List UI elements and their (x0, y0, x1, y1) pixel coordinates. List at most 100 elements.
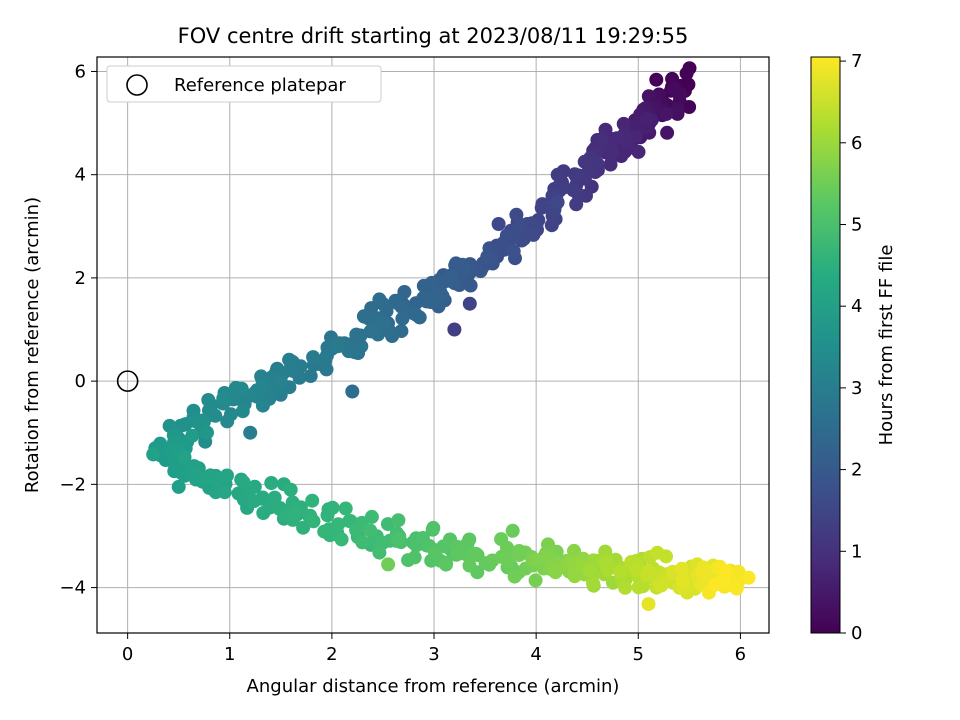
scatter-point (397, 285, 412, 299)
scatter-point (550, 195, 565, 210)
scatter-point (380, 517, 395, 532)
legend-label: Reference platepar (174, 75, 346, 96)
scatter-point (526, 227, 541, 242)
scatter-point (603, 157, 618, 172)
scatter-point (220, 414, 235, 429)
scatter-point (649, 72, 664, 87)
scatter-point (220, 468, 234, 483)
scatter-point (186, 403, 201, 418)
scatter-point (679, 66, 694, 81)
scatter-point (654, 578, 669, 593)
scatter-point (480, 249, 495, 264)
scatter-point (534, 200, 549, 215)
scatter-point (334, 532, 349, 547)
scatter-point (185, 428, 200, 443)
scatter-point (741, 570, 756, 585)
scatter-point (305, 493, 320, 508)
y-tick-label: 6 (75, 61, 86, 82)
colorbar-tick-label: 3 (851, 378, 862, 399)
colorbar-ticks: 0 1 2 3 4 5 6 7 (840, 51, 862, 644)
x-tick-label: 6 (735, 644, 746, 665)
scatter-point (509, 207, 524, 222)
scatter-point (600, 562, 615, 577)
scatter-point (639, 111, 654, 126)
scatter-point (171, 479, 186, 494)
scatter-point (631, 144, 646, 159)
scatter-point (506, 244, 521, 259)
scatter-point (395, 311, 410, 326)
scatter-point (445, 274, 460, 289)
colorbar-tick-label: 7 (851, 51, 862, 72)
scatter-point (391, 513, 406, 528)
scatter-point (365, 322, 380, 337)
colorbar-gradient (810, 56, 841, 634)
scatter-point (501, 550, 516, 565)
colorbar-tick-label: 0 (851, 623, 862, 644)
legend-box (106, 65, 382, 103)
scatter-point (618, 580, 633, 595)
scatter-point (306, 514, 321, 529)
y-axis-ticks: −4 −2 0 2 4 6 (59, 61, 97, 599)
reference-platepar-marker (116, 370, 139, 392)
scatter-point (256, 506, 271, 520)
scatter-point (462, 532, 477, 547)
y-tick-label: −2 (59, 474, 86, 495)
scatter-point (450, 545, 465, 560)
scatter-point (582, 563, 597, 578)
scatter-point (338, 501, 353, 516)
y-axis-label: Rotation from reference (arcmin) (22, 197, 43, 493)
scatter-point (676, 573, 691, 588)
scatter-point (282, 352, 297, 367)
scatter-point (455, 257, 470, 272)
scatter-point (177, 450, 192, 465)
x-tick-label: 0 (122, 644, 133, 665)
scatter-point (586, 576, 600, 591)
scatter-point (694, 564, 709, 579)
scatter-point (416, 278, 431, 293)
scatter-point (650, 545, 665, 560)
y-tick-label: 4 (75, 165, 86, 186)
colorbar: 0 1 2 3 4 5 6 7 Hours from first FF file (810, 51, 897, 644)
scatter-point (306, 350, 321, 365)
scatter-point (462, 296, 477, 311)
scatter-point (217, 485, 232, 500)
scatter-point (719, 564, 734, 579)
scatter-point (462, 558, 477, 573)
plot-frame (96, 56, 770, 634)
scatter-point (536, 549, 551, 564)
scatter-point (594, 132, 609, 147)
scatter-point (243, 482, 258, 497)
y-tick-label: 0 (75, 371, 86, 392)
scatter-point (660, 125, 675, 140)
scatter-point (288, 505, 302, 520)
scatter-point (255, 378, 270, 393)
x-tick-label: 2 (326, 644, 337, 665)
scatter-point (355, 535, 370, 550)
scatter-point (381, 557, 396, 572)
colorbar-tick-label: 4 (851, 296, 862, 317)
scatter-point (356, 309, 371, 324)
scatter-point (674, 561, 689, 576)
scatter-point (631, 580, 646, 595)
x-tick-label: 5 (633, 644, 644, 665)
scatter-point (428, 546, 443, 561)
colorbar-tick-label: 2 (851, 460, 862, 481)
scatter-point (424, 295, 439, 309)
colorbar-tick-label: 5 (851, 214, 862, 235)
scatter-point (616, 116, 631, 131)
colorbar-tick-label: 6 (851, 133, 862, 154)
y-tick-label: 2 (75, 268, 86, 289)
y-tick-label: −4 (59, 578, 86, 599)
scatter-point (544, 218, 559, 233)
scatter-point (707, 577, 722, 592)
scatter-point (235, 404, 250, 419)
scatter-point (296, 520, 311, 535)
scatter-point (317, 524, 332, 539)
plot-background (97, 57, 769, 633)
scatter-point (200, 425, 214, 440)
scatter-point (216, 391, 231, 406)
scatter-point (318, 351, 333, 366)
scatter-point (528, 573, 543, 588)
scatter-point (325, 500, 340, 515)
scatter-point (512, 219, 527, 234)
